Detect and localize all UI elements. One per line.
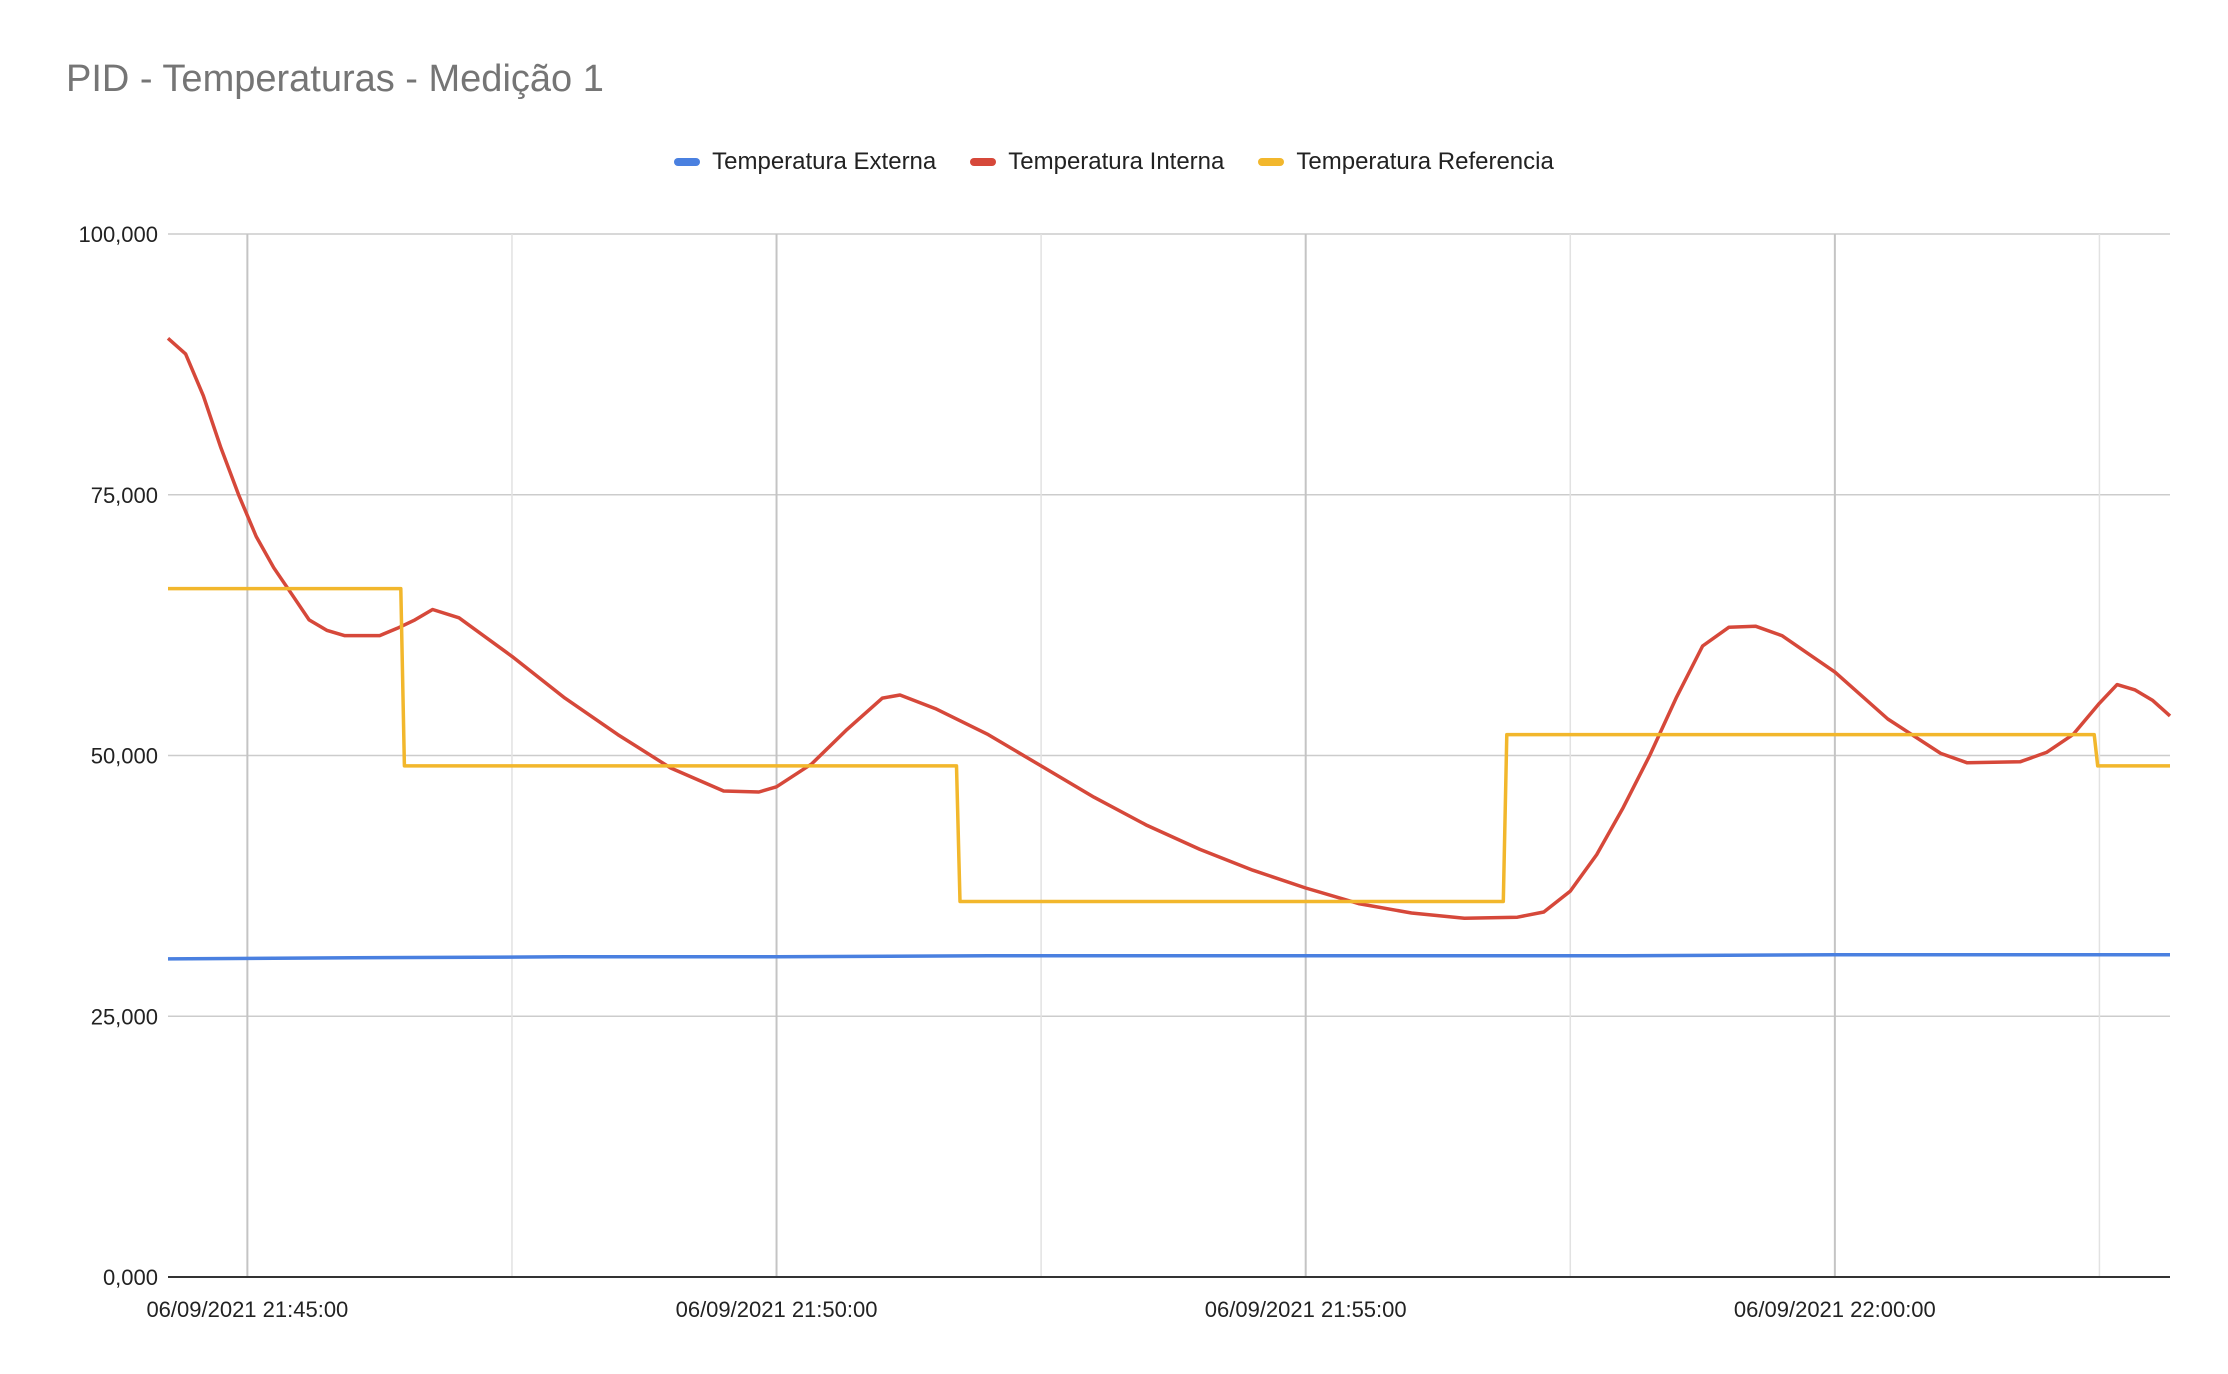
y-tick-label: 75,000	[91, 483, 158, 508]
legend-label: Temperatura Referencia	[1296, 148, 1554, 175]
x-tick-label: 06/09/2021 21:55:00	[1205, 1297, 1407, 1322]
legend-swatch	[674, 158, 701, 166]
y-tick-label: 0,000	[103, 1265, 158, 1290]
legend: Temperatura Externa Temperatura Interna Te…	[0, 148, 2228, 176]
x-tick-label: 06/09/2021 21:50:00	[676, 1297, 878, 1322]
series-line-2	[166, 336, 2172, 920]
y-tick-label: 100,000	[78, 222, 158, 247]
legend-label: Temperatura Externa	[712, 148, 937, 175]
x-tick-label: 06/09/2021 21:45:00	[146, 1297, 348, 1322]
legend-label: Temperatura Interna	[1008, 148, 1225, 175]
legend-item: Temperatura Externa	[674, 148, 936, 176]
legend-item: Temperatura Referencia	[1258, 148, 1554, 176]
legend-item: Temperatura Interna	[970, 148, 1224, 176]
series-line-3	[168, 586, 2170, 904]
x-tick-label: 06/09/2021 22:00:00	[1734, 1297, 1936, 1322]
y-tick-label: 25,000	[91, 1004, 158, 1029]
series-line-1	[167, 952, 2170, 961]
chart-title: PID - Temperaturas - Medição 1	[66, 58, 604, 100]
legend-swatch	[1258, 158, 1285, 166]
legend-swatch	[970, 158, 997, 166]
y-tick-label: 50,000	[91, 744, 158, 769]
